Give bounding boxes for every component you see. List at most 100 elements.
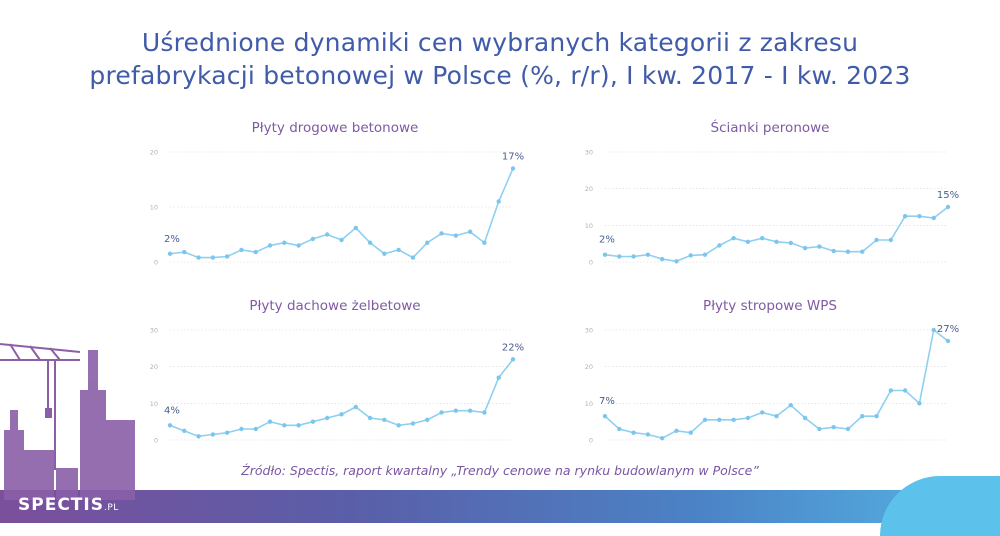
- data-point: [482, 240, 487, 245]
- data-point: [224, 430, 230, 435]
- data-point: [425, 240, 430, 245]
- data-point: [367, 415, 373, 421]
- first-value-label: 2%: [164, 234, 180, 245]
- series-line: [169, 358, 514, 438]
- first-value-label: 4%: [164, 405, 180, 416]
- data-point: [482, 410, 487, 415]
- data-point: [659, 256, 665, 262]
- data-point: [282, 423, 287, 428]
- data-point: [239, 426, 244, 432]
- data-point: [702, 417, 708, 423]
- chart-plot: 0 10 20 30 4% 22%: [150, 327, 524, 445]
- chart-title: Płyty stropowe WPS: [703, 298, 837, 314]
- data-point: [453, 408, 459, 413]
- last-value-label: 17%: [502, 152, 524, 163]
- crane-hook-icon: [45, 408, 52, 418]
- data-point: [945, 204, 951, 210]
- data-point: [802, 415, 808, 421]
- data-point: [182, 428, 187, 434]
- data-point: [439, 231, 444, 236]
- data-point: [674, 428, 679, 434]
- chart-plot: 0 10 20 30 7% 27%: [585, 324, 959, 445]
- data-point: [917, 401, 922, 406]
- data-point: [845, 426, 851, 432]
- data-point: [196, 255, 201, 260]
- data-point: [453, 233, 459, 238]
- data-point: [860, 413, 865, 419]
- data-point: [396, 423, 401, 428]
- data-point: [645, 252, 651, 257]
- data-point: [902, 213, 908, 219]
- data-point: [496, 199, 501, 204]
- source-note: Źródło: Spectis, raport kwartalny „Trend…: [241, 463, 759, 478]
- data-point: [817, 426, 822, 432]
- chart-title: Płyty drogowe betonowe: [251, 120, 419, 136]
- data-point: [382, 417, 387, 423]
- data-point: [731, 235, 736, 241]
- chart-plyty-dachowe: Płyty dachowe żelbetowe 0 10 20 30 4% 22%: [145, 298, 525, 458]
- data-point: [845, 249, 851, 254]
- data-point: [760, 235, 765, 241]
- data-point: [325, 415, 330, 421]
- data-point: [510, 166, 516, 171]
- data-point: [382, 251, 387, 256]
- data-point: [631, 430, 636, 435]
- data-point: [239, 247, 244, 253]
- data-point: [717, 243, 722, 248]
- data-point: [731, 417, 736, 423]
- data-point: [788, 402, 793, 408]
- series-line: [604, 328, 949, 440]
- data-point: [745, 415, 751, 421]
- data-point: [310, 236, 316, 242]
- data-point: [339, 237, 344, 243]
- data-point: [496, 375, 501, 380]
- data-point: [210, 432, 216, 437]
- data-point: [874, 413, 879, 419]
- y-tick-label: 0: [154, 437, 158, 445]
- data-point: [631, 254, 636, 259]
- data-point: [467, 229, 473, 234]
- data-point: [396, 247, 401, 253]
- data-point: [674, 259, 679, 264]
- y-tick-label: 10: [585, 222, 593, 230]
- data-point: [167, 423, 173, 428]
- data-point: [931, 215, 936, 221]
- data-point: [367, 240, 373, 245]
- data-point: [788, 240, 793, 246]
- spectis-logo: SPECTIS.PL: [18, 495, 119, 515]
- data-point: [874, 237, 879, 243]
- y-tick-label: 0: [589, 437, 593, 445]
- data-point: [774, 239, 779, 245]
- data-point: [817, 244, 822, 249]
- y-tick-label: 10: [585, 400, 593, 408]
- data-point: [267, 419, 273, 424]
- data-point: [902, 388, 908, 393]
- series-line: [604, 206, 949, 263]
- data-point: [196, 434, 201, 439]
- data-point: [888, 237, 894, 243]
- data-point: [645, 432, 651, 437]
- y-tick-label: 0: [589, 259, 593, 267]
- data-point: [224, 254, 230, 259]
- data-point: [745, 239, 751, 245]
- data-point: [802, 245, 808, 251]
- y-tick-label: 30: [585, 327, 593, 335]
- data-point: [688, 430, 693, 435]
- chart-plyty-stropowe: Płyty stropowe WPS 0 10 20 30 7% 27%: [580, 298, 960, 458]
- data-point: [602, 252, 608, 257]
- data-point: [510, 357, 516, 362]
- main-title: Uśrednione dynamiki cen wybranych katego…: [0, 26, 1000, 92]
- last-value-label: 22%: [502, 342, 524, 353]
- data-point: [702, 252, 708, 257]
- data-point: [467, 408, 473, 413]
- y-tick-label: 30: [585, 149, 593, 157]
- chart-plyty-drogowe: Płyty drogowe betonowe 0 10 20 2% 17%: [145, 120, 525, 280]
- data-point: [688, 253, 693, 258]
- data-point: [310, 419, 316, 424]
- y-tick-label: 20: [585, 363, 593, 371]
- data-point: [931, 327, 936, 333]
- main-title-line-1: Uśrednione dynamiki cen wybranych katego…: [141, 28, 859, 57]
- first-value-label: 2%: [599, 235, 615, 246]
- y-tick-label: 20: [150, 363, 158, 371]
- data-point: [210, 255, 216, 260]
